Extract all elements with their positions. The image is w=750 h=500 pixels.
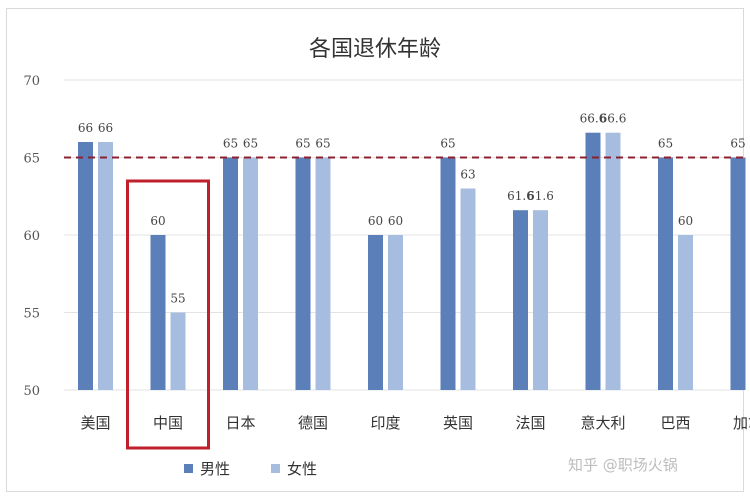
grid xyxy=(64,79,744,391)
legend-swatch-male xyxy=(184,464,193,473)
bar-female xyxy=(533,210,548,390)
y-tick-label: 60 xyxy=(23,229,40,244)
category-label: 巴西 xyxy=(660,414,690,432)
highlight-box xyxy=(126,179,210,450)
data-label: 65 xyxy=(315,137,330,151)
data-label: 66 xyxy=(98,121,113,135)
data-labels: 66 66 60 55 65 65 65 65 60 60 65 63 61.661.6 66.666.6… xyxy=(78,112,746,306)
y-tick-label: 55 xyxy=(23,307,40,322)
bar-male xyxy=(223,157,238,390)
legend: 男性 女性 xyxy=(184,460,317,478)
data-label: 66.6 xyxy=(580,112,607,126)
chart-title: 各国退休年龄 xyxy=(309,37,441,62)
data-label: 61.6 xyxy=(507,189,534,203)
category-label: 日本 xyxy=(225,414,255,432)
bar-female xyxy=(605,132,621,390)
category-label: 法国 xyxy=(515,414,545,432)
y-tick-label: 65 xyxy=(23,152,40,167)
bar-male xyxy=(440,157,456,390)
bar-male xyxy=(78,142,93,390)
category-labels: 美国 中国 日本 德国 印度 英国 法国 意大利 巴西 加拿 xyxy=(80,414,750,432)
y-tick-label: 70 xyxy=(23,74,40,89)
category-label: 意大利 xyxy=(580,414,625,432)
bar-female xyxy=(243,157,258,390)
bar-female xyxy=(98,142,113,390)
bar-male xyxy=(658,157,673,390)
category-label: 印度 xyxy=(370,414,400,432)
bar-male xyxy=(295,157,311,390)
legend-swatch-female xyxy=(271,464,280,473)
data-label: 65 xyxy=(295,137,310,151)
data-label: 65 xyxy=(243,137,258,151)
category-label: 加拿 xyxy=(733,414,750,432)
data-label: 60 xyxy=(150,214,165,228)
data-label: 66.6 xyxy=(600,112,627,126)
bars xyxy=(78,132,746,390)
data-label: 60 xyxy=(368,214,383,228)
bar-female xyxy=(170,312,186,390)
bar-male xyxy=(150,235,166,390)
bar-male xyxy=(585,132,601,390)
bar-female xyxy=(460,188,476,390)
data-label: 60 xyxy=(388,214,403,228)
bar-male xyxy=(730,157,746,390)
category-label: 德国 xyxy=(298,414,328,432)
data-label: 66 xyxy=(78,121,93,135)
bar-male xyxy=(513,210,528,390)
data-label: 65 xyxy=(658,137,673,151)
data-label: 55 xyxy=(170,292,185,306)
data-label: 63 xyxy=(460,168,475,182)
data-label: 65 xyxy=(223,137,238,151)
data-label: 65 xyxy=(440,137,455,151)
category-label: 美国 xyxy=(80,414,110,432)
category-label: 英国 xyxy=(443,414,473,432)
data-label: 60 xyxy=(678,214,693,228)
data-label: 65 xyxy=(730,137,745,151)
legend-label-female: 女性 xyxy=(287,460,317,478)
bar-male xyxy=(368,235,383,390)
legend-label-male: 男性 xyxy=(200,460,230,478)
data-label: 61.6 xyxy=(527,189,554,203)
category-label: 中国 xyxy=(153,414,183,432)
bar-female xyxy=(315,157,331,390)
watermark: 知乎 @职场火锅 xyxy=(568,456,678,474)
bar-female xyxy=(678,235,693,390)
bar-female xyxy=(388,235,403,390)
y-axis-ticks: 50 55 60 65 70 xyxy=(23,74,40,399)
y-tick-label: 50 xyxy=(23,384,40,399)
